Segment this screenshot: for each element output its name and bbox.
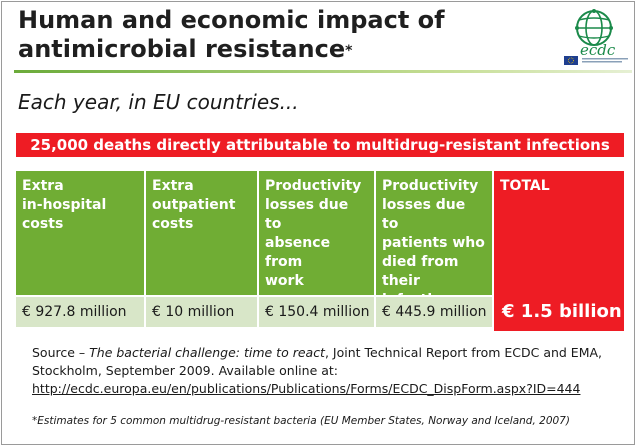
column-header-in-hospital: Extra in-hospital costs [16,171,144,295]
source-details: , Joint Technical Report from ECDC and E… [32,345,603,378]
header-line: outpatient [152,197,236,213]
ecdc-logo-graphic: ecdc [564,9,628,65]
value-in-hospital: € 927.8 million [16,297,144,327]
value-total: € 1.5 billion [494,297,624,327]
header-line: costs [22,216,64,232]
header-line: died from [382,254,459,270]
source-title: The bacterial challenge: time to react [89,345,325,360]
value-deaths: € 445.9 million [376,297,492,327]
title-line-1: Human and economic impact of [18,6,445,34]
column-header-outpatient: Extra outpatient costs [146,171,257,295]
deaths-banner: 25,000 deaths directly attributable to m… [16,133,624,157]
header-line: patients who [382,235,485,251]
source-citation: Source – The bacterial challenge: time t… [32,344,622,398]
header-line: in-hospital [22,197,107,213]
header-line: from [265,254,303,270]
value-absence: € 150.4 million [259,297,374,327]
header-line: TOTAL [500,178,550,194]
header-line: Productivity [265,178,362,194]
title-line-2: antimicrobial resistance* [18,35,498,64]
eu-flag-icon [564,56,578,65]
title-line-2-text: antimicrobial resistance [18,35,346,63]
footnote: *Estimates for 5 common multidrug-resist… [32,415,570,427]
header-line: Extra [22,178,64,194]
column-header-deaths: Productivity losses due to patients who … [376,171,492,308]
header-line: Extra [152,178,194,194]
subtitle: Each year, in EU countries... [18,90,299,114]
header-line: Productivity [382,178,479,194]
source-prefix: Source – [32,345,90,360]
title-footnote-marker: * [345,43,353,59]
slide-title: Human and economic impact of antimicrobi… [18,6,498,64]
header-line: absence [265,235,331,251]
header-line: losses due to [265,197,349,232]
ecdc-logo: ecdc [560,6,632,66]
header-line: work [265,273,304,289]
column-header-absence: Productivity losses due to absence from … [259,171,374,295]
logo-wordmark: ecdc [580,41,616,59]
globe-icon [575,9,613,46]
header-line: losses due to [382,197,466,232]
header-line: costs [152,216,194,232]
header-line: their [382,273,420,289]
value-outpatient: € 10 million [146,297,257,327]
title-divider [14,70,632,73]
source-link[interactable]: http://ecdc.europa.eu/en/publications/Pu… [32,381,581,396]
